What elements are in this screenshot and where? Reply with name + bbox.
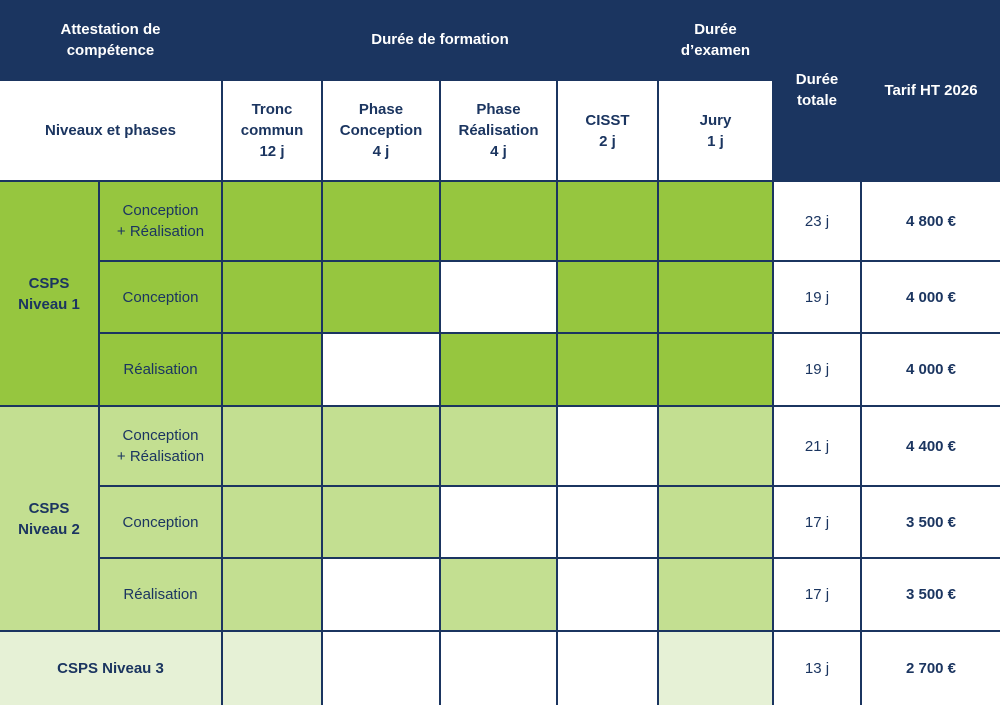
training-cell: [441, 559, 556, 630]
phase-label: Conception: [100, 487, 221, 557]
training-cell: [558, 487, 657, 557]
training-cell: [323, 182, 439, 260]
header-phase-realisation: Phase Réalisation 4 j: [441, 81, 556, 180]
training-cell: [323, 262, 439, 332]
level-label: CSPS Niveau 2: [0, 407, 98, 630]
training-cell: [558, 334, 657, 405]
training-cell: [659, 262, 772, 332]
header-duree-formation: Durée de formation: [223, 0, 657, 79]
training-cell: [659, 632, 772, 705]
training-cell: [558, 632, 657, 705]
training-cell: [223, 182, 321, 260]
total-duration: 19 j: [774, 334, 860, 405]
phase-label: Conception: [100, 262, 221, 332]
total-duration: 21 j: [774, 407, 860, 485]
price: 3 500 €: [862, 487, 1000, 557]
training-cell: [558, 262, 657, 332]
training-cell: [558, 182, 657, 260]
training-cell: [223, 559, 321, 630]
training-cell: [441, 334, 556, 405]
header-duree-examen: Durée d’examen: [659, 0, 772, 79]
training-cell: [659, 487, 772, 557]
training-cell: [558, 559, 657, 630]
total-duration: 17 j: [774, 559, 860, 630]
total-duration: 17 j: [774, 487, 860, 557]
phase-label: Conception + Réalisation: [100, 407, 221, 485]
training-cell: [323, 487, 439, 557]
price: 4 000 €: [862, 262, 1000, 332]
training-cell: [659, 182, 772, 260]
training-cell: [441, 407, 556, 485]
total-duration: 23 j: [774, 182, 860, 260]
header-tarif: Tarif HT 2026: [862, 0, 1000, 180]
phase-label: Conception + Réalisation: [100, 182, 221, 260]
training-cell: [223, 262, 321, 332]
price: 4 400 €: [862, 407, 1000, 485]
training-cell: [558, 407, 657, 485]
training-cell: [323, 334, 439, 405]
phase-label: Réalisation: [100, 559, 221, 630]
header-attestation: Attestation de compétence: [0, 0, 221, 79]
header-tronc-commun: Tronc commun 12 j: [223, 81, 321, 180]
training-cell: [223, 632, 321, 705]
header-duree-totale: Durée totale: [774, 0, 860, 180]
header-jury: Jury 1 j: [659, 81, 772, 180]
training-cell: [441, 487, 556, 557]
training-cell: [323, 559, 439, 630]
header-phase-conception: Phase Conception 4 j: [323, 81, 439, 180]
header-niveaux-phases: Niveaux et phases: [0, 81, 221, 180]
level-label: CSPS Niveau 1: [0, 182, 98, 405]
training-cell: [659, 407, 772, 485]
training-cell: [223, 407, 321, 485]
training-cell: [223, 334, 321, 405]
training-cell: [659, 334, 772, 405]
price: 4 000 €: [862, 334, 1000, 405]
total-duration: 13 j: [774, 632, 860, 705]
header-cisst: CISST 2 j: [558, 81, 657, 180]
training-cell: [223, 487, 321, 557]
training-cell: [323, 632, 439, 705]
total-duration: 19 j: [774, 262, 860, 332]
training-cell: [659, 559, 772, 630]
price: 4 800 €: [862, 182, 1000, 260]
level-label: CSPS Niveau 3: [0, 632, 221, 705]
phase-label: Réalisation: [100, 334, 221, 405]
training-cell: [441, 262, 556, 332]
price: 3 500 €: [862, 559, 1000, 630]
training-cell: [441, 632, 556, 705]
training-cell: [323, 407, 439, 485]
price: 2 700 €: [862, 632, 1000, 705]
training-cell: [441, 182, 556, 260]
